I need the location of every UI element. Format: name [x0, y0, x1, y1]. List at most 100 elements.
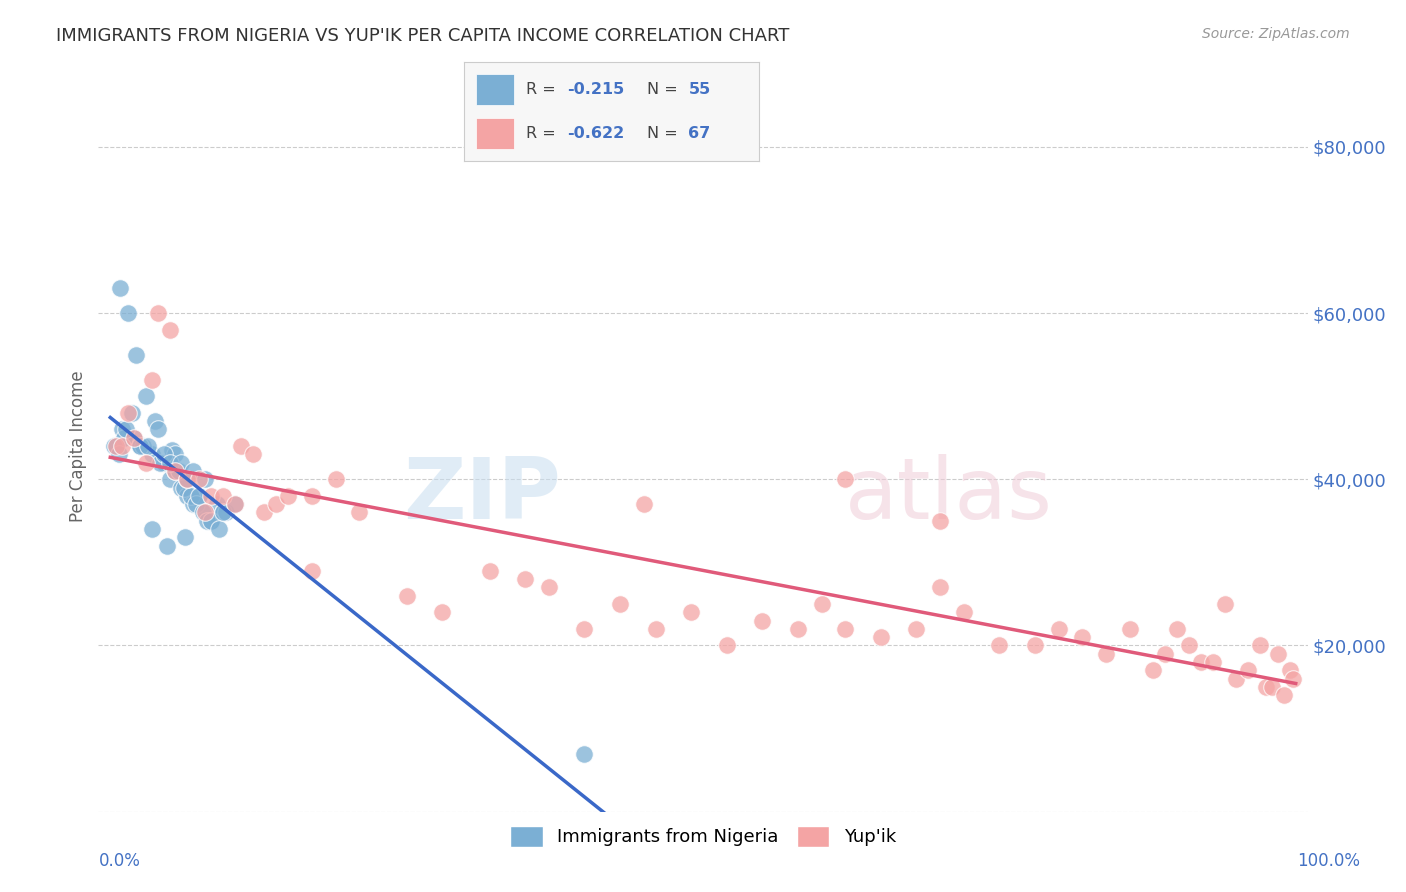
Point — [197, 514, 219, 528]
Point — [537, 580, 560, 594]
Point — [176, 489, 198, 503]
Point — [1071, 630, 1094, 644]
Point — [152, 447, 174, 461]
Point — [141, 447, 163, 461]
Point — [170, 481, 193, 495]
Point — [1047, 622, 1070, 636]
Text: 0.0%: 0.0% — [98, 852, 141, 870]
Point — [1282, 672, 1305, 686]
Point — [1142, 664, 1164, 678]
Point — [478, 564, 501, 578]
Point — [395, 589, 418, 603]
Text: 100.0%: 100.0% — [1298, 852, 1360, 870]
Point — [141, 372, 163, 386]
Point — [1178, 639, 1201, 653]
Point — [1154, 647, 1177, 661]
Point — [117, 406, 139, 420]
Point — [205, 497, 228, 511]
Point — [114, 431, 136, 445]
Point — [1213, 597, 1236, 611]
Point — [1202, 655, 1225, 669]
Point — [929, 514, 952, 528]
Text: -0.622: -0.622 — [568, 126, 624, 141]
Point — [929, 580, 952, 594]
Point — [277, 489, 299, 503]
Point — [132, 439, 155, 453]
Text: Source: ZipAtlas.com: Source: ZipAtlas.com — [1202, 27, 1350, 41]
Point — [215, 506, 238, 520]
Point — [111, 422, 134, 436]
Point — [105, 439, 128, 453]
Point — [165, 464, 187, 478]
Point — [149, 456, 172, 470]
Point — [347, 506, 370, 520]
Point — [242, 447, 264, 461]
Text: ZIP: ZIP — [404, 454, 561, 537]
Point — [181, 497, 204, 511]
Point — [176, 472, 198, 486]
Point — [194, 506, 217, 520]
Point — [905, 622, 928, 636]
Point — [200, 489, 222, 503]
Point — [103, 439, 125, 453]
Point — [212, 489, 235, 503]
Point — [125, 347, 148, 362]
Point — [122, 431, 145, 445]
Point — [515, 572, 537, 586]
Point — [681, 605, 703, 619]
Point — [188, 489, 211, 503]
Point — [200, 514, 222, 528]
Point — [786, 622, 808, 636]
Point — [194, 506, 217, 520]
Legend: Immigrants from Nigeria, Yup'ik: Immigrants from Nigeria, Yup'ik — [503, 819, 903, 854]
Point — [301, 489, 323, 503]
Point — [751, 614, 773, 628]
Point — [644, 622, 666, 636]
Text: R =: R = — [526, 126, 561, 141]
Point — [165, 464, 187, 478]
Point — [264, 497, 287, 511]
Point — [180, 489, 202, 503]
Bar — [475, 74, 515, 104]
Point — [574, 622, 596, 636]
Point — [188, 472, 211, 486]
Point — [111, 439, 134, 453]
Text: N =: N = — [647, 82, 683, 97]
Point — [191, 506, 214, 520]
Point — [159, 472, 181, 486]
Point — [432, 605, 454, 619]
Text: IMMIGRANTS FROM NIGERIA VS YUP'IK PER CAPITA INCOME CORRELATION CHART: IMMIGRANTS FROM NIGERIA VS YUP'IK PER CA… — [56, 27, 790, 45]
Point — [1166, 622, 1188, 636]
Point — [184, 497, 207, 511]
Point — [146, 422, 169, 436]
Point — [1119, 622, 1142, 636]
Point — [208, 522, 231, 536]
Point — [200, 514, 222, 528]
Point — [988, 639, 1011, 653]
Point — [152, 456, 174, 470]
Point — [574, 747, 596, 761]
Y-axis label: Per Capita Income: Per Capita Income — [69, 370, 87, 522]
Point — [325, 472, 347, 486]
Point — [122, 431, 145, 445]
Point — [159, 323, 181, 337]
Point — [181, 464, 204, 478]
Point — [143, 414, 166, 428]
Point — [156, 539, 179, 553]
Point — [1249, 639, 1271, 653]
Point — [1267, 647, 1289, 661]
Point — [173, 481, 195, 495]
Point — [136, 439, 159, 453]
Point — [107, 447, 129, 461]
Point — [212, 506, 235, 520]
Point — [869, 630, 891, 644]
Point — [135, 456, 157, 470]
Point — [176, 472, 198, 486]
Text: atlas: atlas — [845, 454, 1053, 537]
Point — [146, 306, 169, 320]
Text: R =: R = — [526, 82, 561, 97]
Point — [810, 597, 832, 611]
Point — [229, 439, 252, 453]
Point — [170, 456, 193, 470]
Point — [129, 439, 152, 453]
